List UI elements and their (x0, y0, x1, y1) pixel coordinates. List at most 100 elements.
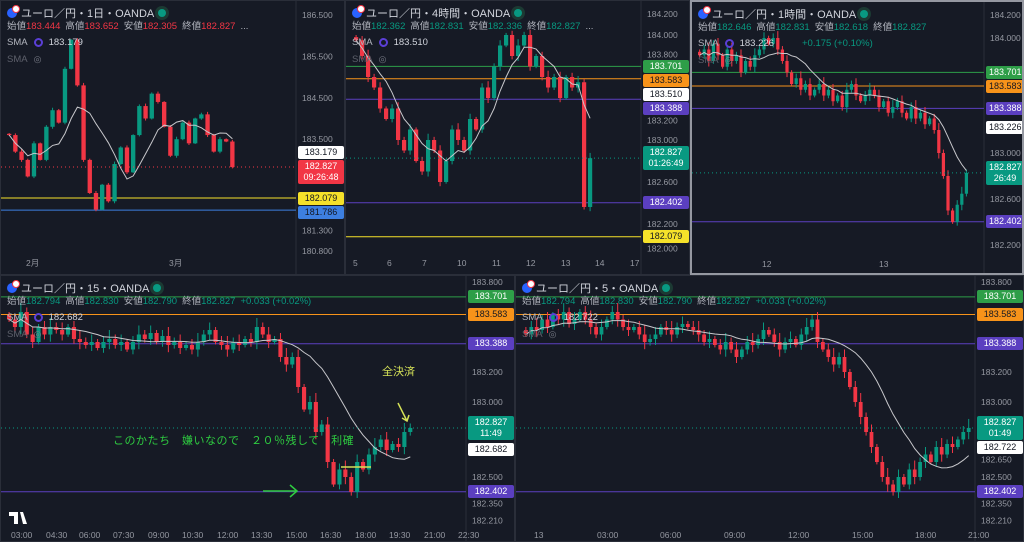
price-label-value: 181.786 (304, 206, 338, 217)
candle (929, 454, 933, 462)
ohlc-value: 182.830 (599, 296, 634, 307)
sma-label: SMA (698, 38, 719, 49)
candle (504, 35, 509, 46)
sma-indicator-legend[interactable]: SMA 182.722 (522, 312, 598, 323)
sma-hidden-legend[interactable]: SMA ◎ (698, 55, 732, 66)
candle (195, 342, 200, 350)
time-tick-label: 6 (387, 258, 392, 268)
price-tick-label: 182.210 (981, 516, 1012, 526)
candle (166, 336, 171, 345)
sma-settings-icon[interactable] (548, 313, 558, 322)
candle (180, 122, 185, 140)
price-label-badge: 182.402 (986, 215, 1022, 229)
price-label-badge: 182.402 (643, 196, 689, 210)
price-chart[interactable]: 183.800 183.200 183.000 182.500 182.350 182.2… (1, 276, 515, 542)
time-tick-label: 12 (762, 259, 772, 269)
candle (859, 95, 863, 102)
price-chart[interactable]: 183.800 183.200 183.000 182.650 182.500 182.3… (516, 276, 1024, 542)
time-tick-label: 15:00 (852, 530, 874, 540)
price-tick-label: 184.500 (302, 93, 333, 103)
candle (945, 444, 949, 455)
hidden-eye-icon[interactable]: ◎ (33, 329, 42, 339)
sma-value: 183.226 (739, 38, 774, 49)
sma-indicator-legend[interactable]: SMA 183.510 (352, 37, 428, 48)
sma-settings-icon[interactable] (724, 39, 734, 48)
candle (928, 118, 932, 125)
chart-header[interactable]: ユーロ／円・5・OANDA (522, 280, 671, 296)
sma-hidden-legend[interactable]: SMA ◎ (522, 329, 556, 340)
sma-indicator-legend[interactable]: SMA 183.226 (698, 38, 774, 49)
sma-indicator-legend[interactable]: SMA 183.179 (7, 37, 83, 48)
ohlc-label: 高値 (756, 22, 776, 33)
hidden-eye-icon[interactable]: ◎ (378, 54, 387, 64)
hidden-eye-icon[interactable]: ◎ (33, 54, 42, 64)
candle (686, 324, 690, 327)
yellow-arrow-icon[interactable] (397, 402, 410, 423)
ohlc-label: 安値 (814, 22, 834, 33)
chart-header[interactable]: ユーロ／円・1日・OANDA (7, 5, 167, 21)
candle (902, 477, 906, 485)
green-arrow-icon[interactable] (263, 484, 299, 498)
ohlc-value: 182.827 (892, 22, 927, 33)
chart-panel-m15[interactable]: 183.800 183.200 183.000 182.500 182.350 182.2… (0, 275, 515, 542)
price-tick-label: 183.000 (981, 397, 1012, 407)
chart-header[interactable]: ユーロ／円・15・OANDA (7, 280, 162, 296)
price-label-value: 182.827 (304, 160, 338, 171)
candle (546, 77, 551, 88)
sma-indicator-legend[interactable]: SMA 182.682 (7, 312, 83, 323)
candle (474, 119, 479, 130)
sma-settings-icon[interactable] (33, 38, 43, 47)
candle (909, 107, 913, 119)
chart-title: ユーロ／円・4時間・OANDA (366, 8, 511, 20)
candle (81, 85, 86, 160)
time-tick-label: 13 (561, 258, 571, 268)
sma-settings-icon[interactable] (33, 313, 43, 322)
chart-header[interactable]: ユーロ／円・1時間・OANDA (698, 6, 869, 22)
candle (923, 112, 927, 125)
candle (799, 78, 803, 90)
hidden-eye-icon[interactable]: ◎ (724, 55, 733, 65)
ohlc-label: 終値 (527, 21, 547, 32)
chart-header[interactable]: ユーロ／円・4時間・OANDA (352, 5, 523, 21)
price-label-value: 182.722 (983, 441, 1017, 452)
time-tick-label: 15:00 (286, 530, 308, 540)
market-open-indicator-icon (158, 9, 167, 17)
candle (842, 357, 847, 372)
market-open-indicator-icon (153, 284, 162, 292)
candle (119, 342, 124, 345)
candle (101, 342, 106, 348)
sma-hidden-legend[interactable]: SMA ◎ (7, 54, 41, 65)
candle (48, 327, 53, 335)
sma-hidden-legend[interactable]: SMA ◎ (352, 54, 386, 65)
ohlc-label: 高値 (580, 296, 600, 307)
chart-panel-h1[interactable]: 184.200 184.000 183.000 182.600 182.200 12 13 1… (690, 0, 1024, 275)
candle (803, 84, 808, 90)
candle (290, 357, 295, 365)
candle (71, 327, 77, 339)
price-label-value: 182.827 (983, 416, 1017, 427)
ohlc-label: 安値 (468, 21, 488, 32)
price-tick-label: 182.210 (472, 516, 503, 526)
chart-panel-daily[interactable]: 186.500 185.500 184.500 183.500 181.300 180.8… (0, 0, 345, 275)
sma-label: SMA (7, 37, 28, 48)
hidden-eye-icon[interactable]: ◎ (548, 329, 557, 339)
chart-panel-h4[interactable]: 184.200 184.000 183.800 183.200 183.000 182.6… (345, 0, 690, 275)
price-chart[interactable]: 186.500 185.500 184.500 183.500 181.300 180.8… (1, 1, 345, 275)
price-chart[interactable]: 184.200 184.000 183.000 182.600 182.200 12 13 (692, 2, 1024, 275)
price-change: +0.033 (+0.02%) (240, 296, 312, 307)
chart-panel-m5[interactable]: 183.800 183.200 183.000 182.650 182.500 182.3… (515, 275, 1024, 542)
countdown-timer: 01:26:49 (648, 158, 684, 169)
countdown-timer: 26:49 (993, 172, 1017, 183)
sma-label: SMA (698, 55, 719, 66)
price-chart[interactable]: 184.200 184.000 183.800 183.200 183.000 182.6… (346, 1, 690, 275)
price-label-badge: 183.510 (643, 87, 689, 101)
candle (761, 330, 766, 339)
price-label-badge: 182.682 (468, 443, 514, 457)
candle (886, 101, 890, 113)
sma-hidden-legend[interactable]: SMA ◎ (7, 329, 41, 340)
ohlc-label: 終値 (697, 296, 717, 307)
ohlc-label: 終値 (182, 21, 202, 32)
sma-settings-icon[interactable] (378, 38, 388, 47)
ohlc-label: 安値 (123, 296, 143, 307)
candle (794, 78, 798, 84)
